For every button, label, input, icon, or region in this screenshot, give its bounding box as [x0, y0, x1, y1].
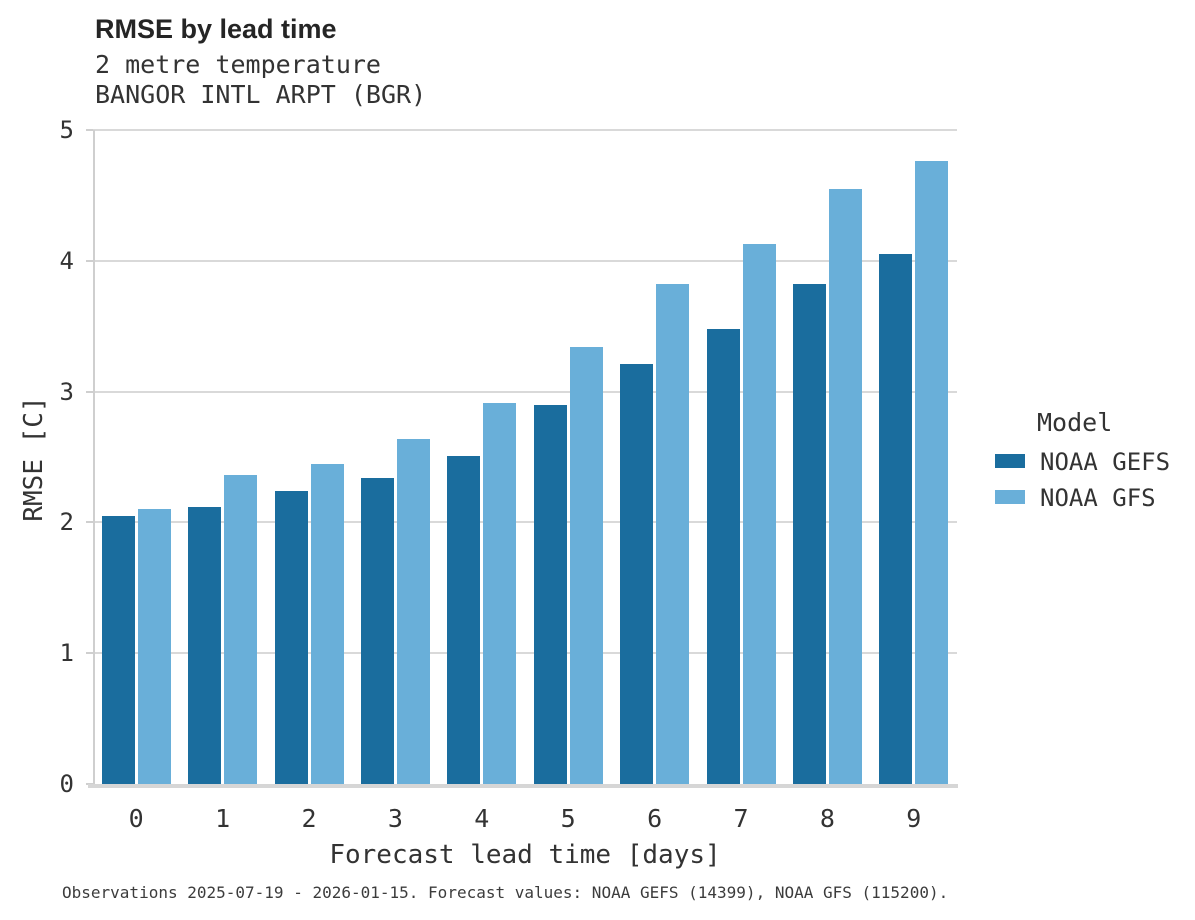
y-tick-mark-2	[86, 521, 93, 524]
noaa-gfs-bar-lead-4	[483, 403, 517, 784]
y-tick-mark-5	[86, 129, 93, 131]
y-tick-label-5: 5	[59, 116, 74, 144]
footnote-caption: Observations 2025-07-19 - 2026-01-15. Fo…	[62, 883, 949, 902]
gridline-y-3	[93, 390, 957, 393]
x-tick-label-4: 4	[474, 804, 490, 833]
noaa-gfs-bar-lead-1	[224, 475, 258, 784]
legend-swatch-noaa-gefs	[995, 454, 1025, 468]
x-axis-spine	[88, 784, 958, 788]
noaa-gefs-bar-lead-5	[533, 404, 567, 784]
noaa-gefs-bar-lead-4	[447, 455, 481, 784]
x-tick-label-0: 0	[128, 804, 144, 833]
y-tick-label-0: 0	[59, 770, 74, 798]
noaa-gefs-bar-lead-9	[879, 254, 913, 784]
x-tick-label-6: 6	[647, 804, 663, 833]
noaa-gfs-bar-lead-7	[742, 243, 776, 784]
noaa-gefs-bar-lead-6	[620, 364, 654, 784]
x-tick-label-3: 3	[387, 804, 403, 833]
noaa-gefs-bar-lead-8	[792, 284, 826, 784]
y-tick-mark-1	[86, 652, 93, 655]
gridline-y-5	[93, 129, 957, 131]
noaa-gfs-bar-lead-6	[656, 284, 690, 784]
noaa-gfs-bar-lead-2	[310, 463, 344, 784]
noaa-gfs-bar-lead-0	[137, 509, 171, 784]
x-tick-label-1: 1	[215, 804, 231, 833]
x-tick-label-9: 9	[906, 804, 922, 833]
legend-title: Model	[1037, 408, 1113, 437]
y-tick-label-3: 3	[59, 377, 74, 406]
noaa-gefs-bar-lead-2	[274, 491, 308, 784]
y-tick-label-1: 1	[59, 639, 74, 668]
noaa-gfs-bar-lead-8	[828, 188, 862, 784]
legend-swatch-noaa-gfs	[995, 490, 1025, 504]
gridline-y-1	[93, 652, 957, 655]
gridline-y-2	[93, 521, 957, 524]
y-tick-mark-3	[86, 390, 93, 393]
noaa-gefs-bar-lead-7	[706, 328, 740, 784]
chart-title: RMSE by lead time	[95, 14, 337, 44]
y-tick-label-2: 2	[59, 508, 74, 537]
noaa-gfs-bar-lead-9	[915, 161, 949, 784]
legend-label-noaa-gfs: NOAA GFS	[1040, 484, 1156, 512]
noaa-gefs-bar-lead-0	[101, 515, 135, 784]
gridline-y-4	[93, 259, 957, 262]
noaa-gefs-bar-lead-3	[360, 477, 394, 784]
x-axis-label: Forecast lead time [days]	[329, 840, 721, 870]
noaa-gfs-bar-lead-3	[396, 438, 430, 784]
noaa-gefs-bar-lead-1	[188, 506, 222, 784]
x-tick-label-2: 2	[301, 804, 317, 833]
y-tick-mark-4	[86, 259, 93, 262]
legend-label-noaa-gefs: NOAA GEFS	[1040, 448, 1171, 476]
y-tick-label-4: 4	[59, 246, 74, 275]
chart-subtitle-variable: 2 metre temperature	[95, 50, 381, 79]
x-tick-label-8: 8	[819, 804, 835, 833]
noaa-gfs-bar-lead-5	[569, 347, 603, 784]
y-axis-spine	[93, 130, 95, 788]
x-tick-label-7: 7	[733, 804, 749, 833]
x-tick-label-5: 5	[560, 804, 576, 833]
chart-subtitle-station: BANGOR INTL ARPT (BGR)	[95, 80, 427, 109]
